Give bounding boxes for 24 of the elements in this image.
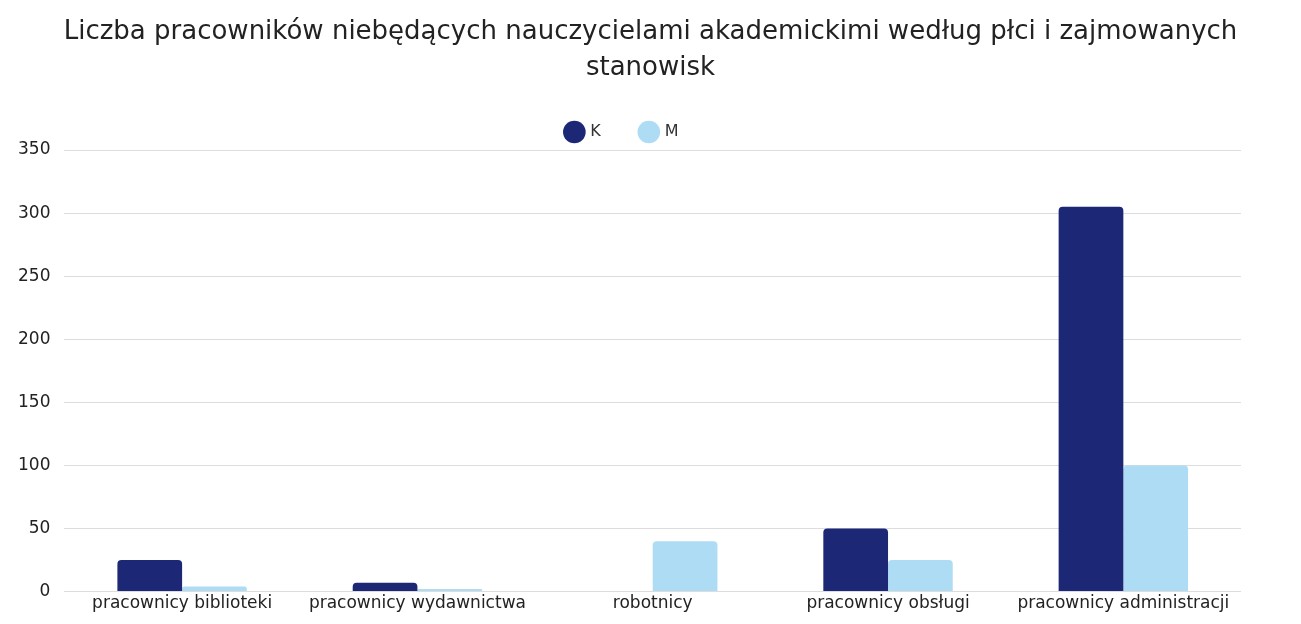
bar (888, 560, 953, 592)
x-tick-label: robotnicy (612, 592, 693, 613)
legend-label: K (590, 121, 602, 141)
bar (652, 541, 718, 592)
y-tick-label: 150 (17, 390, 51, 411)
y-tick-label: 300 (17, 201, 51, 222)
bar (823, 528, 889, 592)
x-tick-label: pracownicy wydawnictwa (308, 592, 526, 613)
y-tick-label: 250 (17, 264, 51, 285)
bar (417, 589, 483, 592)
y-tick-label: 50 (28, 516, 51, 537)
bar (1058, 206, 1124, 592)
y-tick-label: 350 (17, 138, 51, 159)
bar (1123, 465, 1189, 592)
legend-label: M (664, 121, 679, 141)
x-tick-label: pracownicy administracji (1017, 592, 1230, 613)
x-tick-label: pracownicy biblioteki (92, 592, 273, 613)
chart-title: Liczba pracowników niebędących nauczycielami akademickimi według płci i zajmowanych stanowisk (62, 14, 1239, 83)
x-tick-label: pracownicy obsługi (806, 592, 970, 613)
y-tick-label: 100 (17, 453, 51, 474)
bar (117, 560, 183, 592)
y-tick-label: 200 (17, 327, 51, 348)
bar (352, 582, 418, 592)
y-tick-label: 0 (39, 580, 51, 601)
